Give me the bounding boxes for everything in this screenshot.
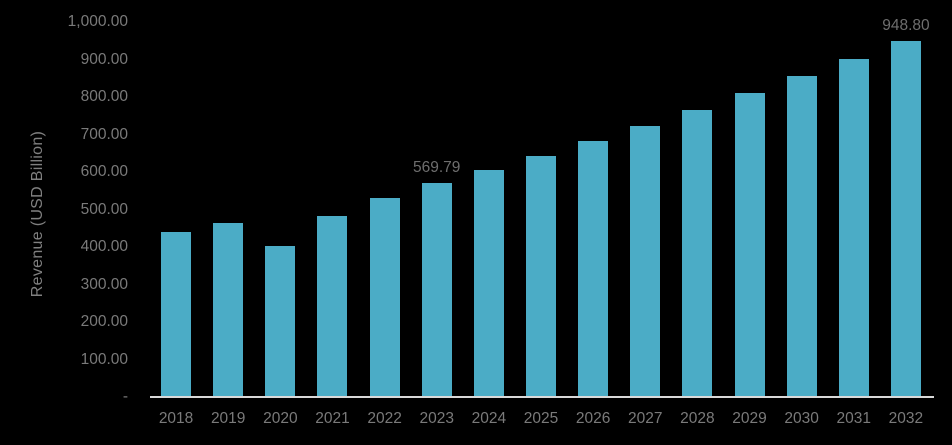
x-axis-line — [150, 396, 934, 398]
x-tick-label: 2018 — [158, 410, 194, 427]
y-tick-label: 900.00 — [80, 50, 128, 68]
y-tick-label: 800.00 — [80, 88, 128, 105]
data-label-2032: 948.80 — [882, 17, 930, 35]
y-tick-label: 600.00 — [80, 163, 128, 180]
x-tick-label: 2023 — [419, 410, 454, 427]
x-tick-label: 2020 — [263, 410, 298, 427]
x-tick-label: 2028 — [680, 410, 715, 427]
y-tick-label: 500.00 — [80, 200, 128, 218]
bar-2023 — [421, 183, 452, 396]
y-tick-label: 100.00 — [80, 350, 128, 368]
bar-2020 — [265, 246, 296, 396]
x-tick-label: 2021 — [315, 410, 350, 427]
bar-2021 — [317, 215, 348, 396]
y-tick-label: - — [122, 388, 128, 405]
bar-2030 — [786, 76, 817, 396]
bar-2029 — [734, 92, 765, 396]
x-tick-label: 2030 — [784, 410, 819, 427]
y-tick-label: 300.00 — [80, 275, 128, 293]
data-label-2023: 569.79 — [413, 159, 461, 177]
bar-2022 — [369, 197, 400, 396]
bar-2028 — [682, 109, 713, 396]
bar-2032 — [890, 41, 921, 396]
x-tick-label: 2032 — [888, 410, 924, 427]
x-tick-label: 2029 — [732, 410, 767, 427]
x-tick-label: 2019 — [210, 410, 246, 427]
bar-2025 — [526, 155, 556, 396]
y-tick-label: 700.00 — [80, 125, 128, 143]
bar-2024 — [473, 170, 504, 396]
x-tick-label: 2027 — [628, 410, 663, 427]
x-tick-label: 2026 — [575, 410, 611, 427]
x-tick-label: 2025 — [523, 410, 559, 427]
y-tick-label: 1,000.00 — [67, 13, 128, 30]
bar-2018 — [161, 232, 192, 396]
x-tick-label: 2022 — [367, 410, 402, 427]
x-tick-label: 2024 — [471, 410, 507, 427]
y-tick-label: 200.00 — [80, 313, 128, 330]
bar-2027 — [630, 125, 661, 396]
bar-2026 — [578, 141, 609, 396]
bar-2019 — [213, 223, 244, 396]
x-tick-label: 2031 — [836, 410, 872, 427]
bar-2031 — [838, 59, 869, 396]
y-tick-label: 400.00 — [80, 238, 128, 255]
